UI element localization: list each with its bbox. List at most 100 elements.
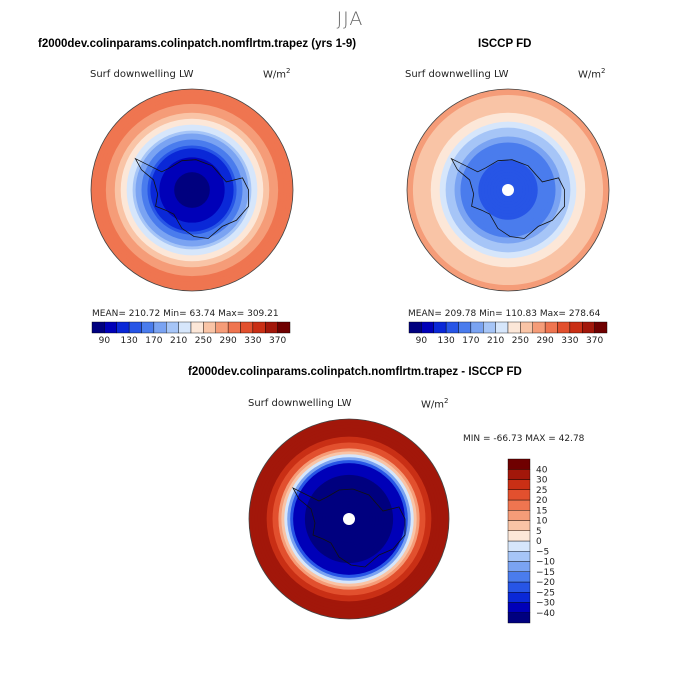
colorbar-2-tick-0: −40	[536, 609, 555, 619]
colorbar-0-swatch-6	[166, 321, 179, 334]
colorbar-2-swatch-10	[507, 510, 531, 521]
map-0-coastline	[134, 157, 250, 239]
colorbar-1-swatch-11	[544, 321, 558, 334]
polar-map-2	[248, 418, 450, 620]
diff-units-base: W/m	[421, 399, 444, 411]
colorbar-0-swatch-14	[265, 321, 278, 334]
obs-units-exp: 2	[601, 67, 606, 75]
colorbar-2-tick-8: 5	[536, 527, 542, 537]
colorbar-0-tick-1: 130	[121, 336, 138, 346]
obs-case-title: ISCCP FD	[478, 38, 532, 50]
map-1-coastline	[450, 157, 565, 239]
colorbar-1-tick-0: 90	[416, 336, 428, 346]
map-1-border	[406, 88, 610, 292]
colorbar-1-swatch-6	[483, 321, 496, 334]
colorbar-2-swatch-13	[507, 479, 531, 490]
colorbar-1-swatch-13	[569, 321, 583, 334]
colorbar-1-swatch-1	[421, 321, 434, 334]
colorbar-2-swatch-14	[507, 469, 531, 480]
colorbar-0-swatch-0	[91, 321, 105, 334]
colorbar-1-swatch-9	[520, 321, 533, 334]
obs-field-label: Surf downwelling LW	[405, 69, 509, 80]
colorbar-2-tick-14: 40	[536, 465, 548, 475]
colorbar-0-tick-2: 170	[145, 336, 162, 346]
colorbar-0: 90 130 170 210 250 290 330 370	[91, 321, 291, 346]
colorbar-2-swatch-5	[507, 561, 531, 572]
colorbar-2-swatch-8	[507, 530, 531, 542]
model-stats: MEAN= 210.72 Min= 63.74 Max= 309.21	[92, 309, 279, 319]
map-1-missing-pole	[502, 184, 514, 196]
colorbar-2-tick-6: −5	[536, 547, 549, 557]
map-2-border	[248, 418, 450, 620]
map-0-band-33	[189, 187, 195, 193]
colorbar-1-swatch-15	[594, 321, 608, 334]
colorbar-0-swatch-5	[153, 321, 167, 334]
colorbar-2-swatch-6	[507, 551, 531, 562]
colorbar-1: 90 130 170 210 250 290 330 370	[408, 321, 608, 346]
colorbar-0-tick-5: 290	[220, 336, 237, 346]
colorbar-2-swatch-15	[507, 458, 531, 470]
map-2-coastline	[292, 487, 406, 568]
colorbar-2-tick-13: 30	[536, 476, 548, 486]
colorbar-2-tick-7: 0	[536, 537, 542, 547]
colorbar-2-swatch-2	[507, 592, 531, 603]
colorbar-2-swatch-0	[507, 612, 531, 624]
colorbar-2-swatch-1	[507, 602, 531, 613]
colorbar-2-tick-5: −10	[536, 558, 555, 568]
colorbar-2-tick-10: 15	[536, 506, 547, 516]
model-case-title: f2000dev.colinparams.colinpatch.nomflrtm…	[38, 38, 357, 50]
colorbar-0-tick-6: 330	[244, 336, 261, 346]
colorbar-1-swatch-4	[458, 321, 472, 334]
colorbar-0-swatch-12	[240, 321, 254, 334]
colorbar-2-tick-9: 10	[536, 517, 548, 527]
colorbar-1-tick-3: 210	[487, 336, 504, 346]
colorbar-0-tick-3: 210	[170, 336, 187, 346]
colorbar-1-tick-4: 250	[512, 336, 529, 346]
colorbar-0-swatch-10	[215, 321, 229, 334]
model-units-base: W/m	[263, 69, 286, 81]
season-title: JJA	[336, 8, 364, 30]
colorbar-2-swatch-11	[507, 499, 531, 511]
diff-field-label: Surf downwelling LW	[248, 398, 352, 409]
colorbar-2-tick-3: −20	[536, 578, 555, 588]
colorbar-1-swatch-7	[495, 321, 509, 334]
colorbar-0-swatch-4	[141, 321, 155, 334]
colorbar-1-swatch-12	[557, 321, 571, 334]
colorbar-1-tick-2: 170	[462, 336, 479, 346]
colorbar-1-swatch-2	[433, 321, 447, 334]
colorbar-0-swatch-7	[178, 321, 192, 334]
colorbar-0-swatch-1	[104, 321, 117, 334]
model-units: W/m2	[263, 67, 290, 80]
colorbar-2-swatch-4	[507, 571, 531, 583]
model-field-label: Surf downwelling LW	[90, 69, 194, 80]
diff-units-exp: 2	[444, 397, 449, 405]
colorbar-1-swatch-3	[445, 321, 459, 334]
colorbar-2-tick-4: −15	[536, 568, 555, 578]
colorbar-0-swatch-8	[190, 321, 204, 334]
colorbar-2-tick-1: −30	[536, 599, 555, 609]
colorbar-0-swatch-13	[252, 321, 266, 334]
colorbar-0-tick-4: 250	[195, 336, 212, 346]
polar-map-0	[90, 88, 294, 292]
colorbar-1-swatch-5	[470, 321, 484, 334]
colorbar-1-swatch-0	[408, 321, 422, 334]
colorbar-0-swatch-3	[128, 321, 142, 334]
map-0-border	[90, 88, 294, 292]
colorbar-1-tick-1: 130	[438, 336, 455, 346]
obs-stats: MEAN= 209.78 Min= 110.83 Max= 278.64	[408, 309, 601, 319]
colorbar-0-swatch-9	[203, 321, 216, 334]
colorbar-1-tick-6: 330	[561, 336, 578, 346]
colorbar-1-tick-7: 370	[586, 336, 603, 346]
colorbar-2-tick-11: 20	[536, 496, 548, 506]
colorbar-0-swatch-2	[116, 321, 130, 334]
colorbar-0-tick-0: 90	[99, 336, 111, 346]
model-units-exp: 2	[286, 67, 291, 75]
diff-case-title: f2000dev.colinparams.colinpatch.nomflrtm…	[188, 366, 522, 378]
colorbar-0-swatch-11	[227, 321, 241, 334]
colorbar-2-tick-12: 25	[536, 486, 547, 496]
colorbar-1-swatch-14	[582, 321, 595, 334]
diff-stats: MIN = -66.73 MAX = 42.78	[463, 434, 585, 444]
